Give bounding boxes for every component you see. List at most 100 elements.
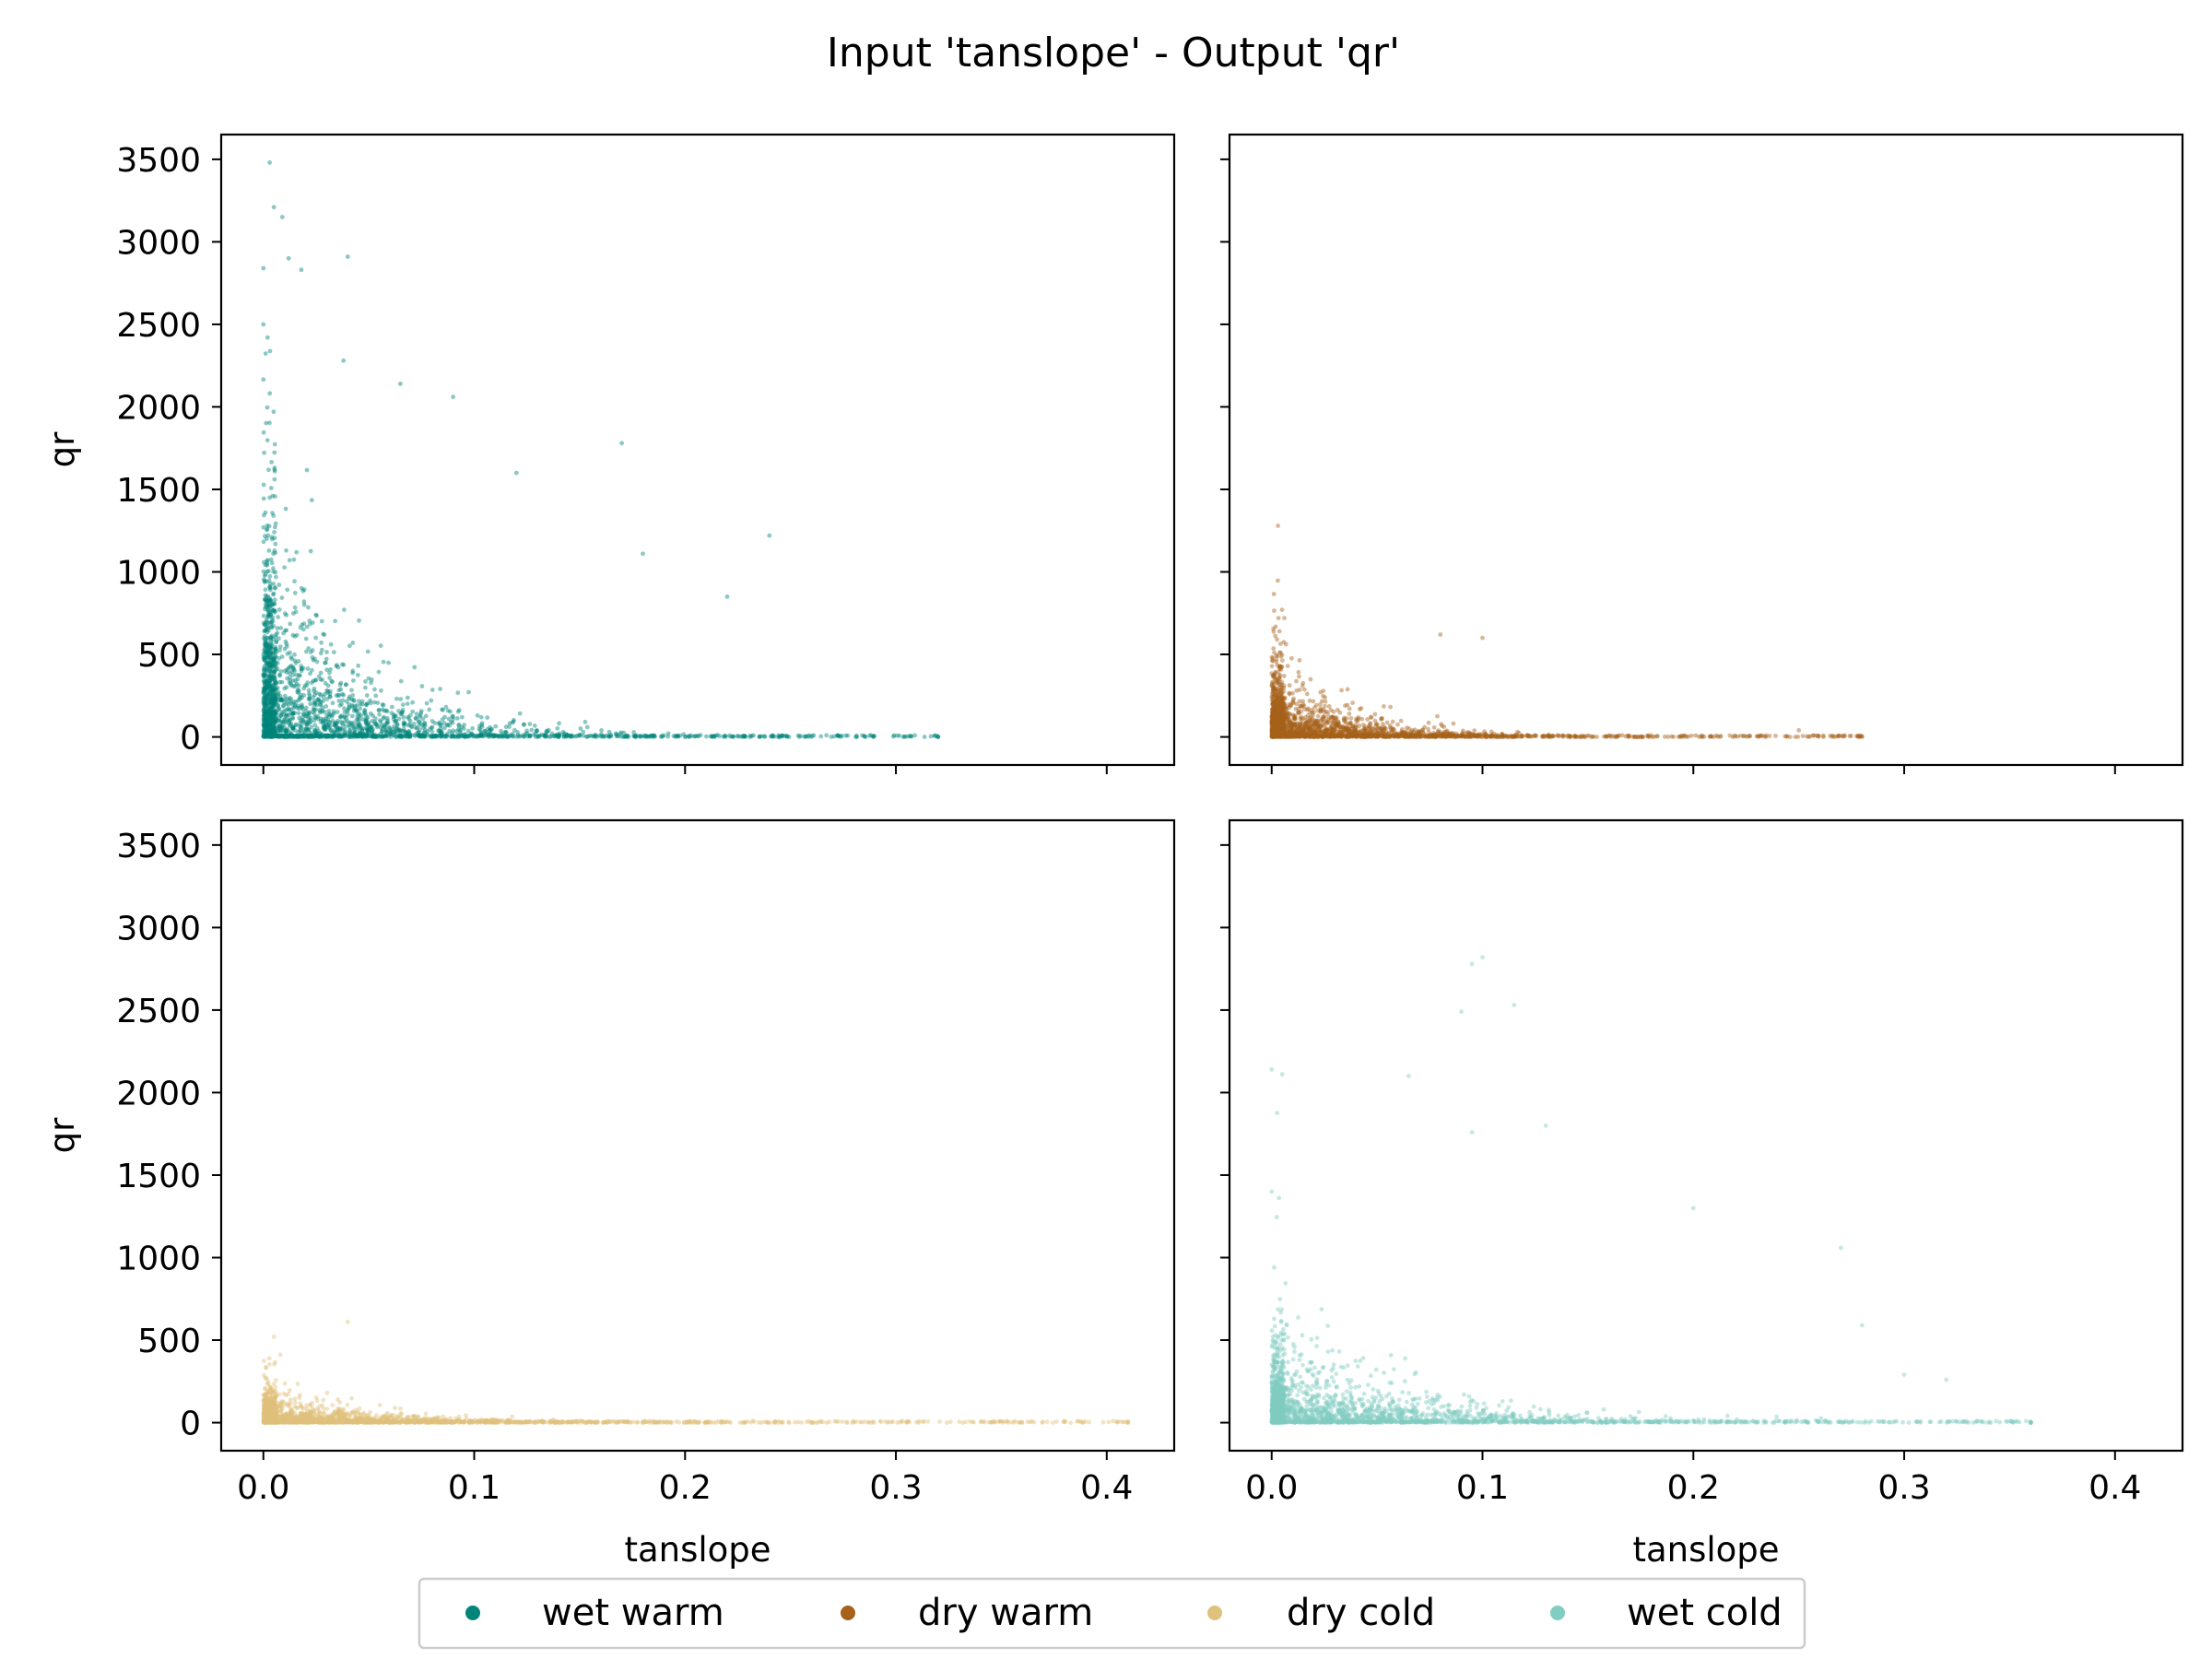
point [770,734,774,739]
point [1388,723,1393,728]
point [267,708,273,713]
point [354,703,359,708]
point [292,734,298,739]
point [309,734,314,739]
point [406,730,411,735]
point [497,734,502,738]
point [624,734,629,739]
point [288,732,293,737]
point [284,712,289,717]
point [365,731,371,736]
point [1279,685,1285,690]
point [398,697,404,701]
point [1343,703,1347,708]
point [414,725,418,730]
point [297,673,301,678]
point [308,548,313,554]
point [271,734,276,739]
point [455,690,461,696]
point [355,733,360,738]
point [485,726,490,732]
point [424,700,429,706]
point [303,734,309,739]
point [542,734,547,738]
point [617,734,621,739]
point [279,215,285,219]
point [1341,728,1346,734]
point [318,677,324,682]
point [665,731,671,736]
point [1270,722,1276,727]
point [386,660,391,665]
point [1300,699,1305,704]
point [287,718,292,724]
point [274,710,279,715]
point [280,698,285,702]
point [285,587,290,593]
point [419,684,425,688]
point [839,735,843,739]
point [1291,713,1297,719]
point [310,498,314,502]
point [349,688,354,693]
point [1402,734,1407,739]
point [386,724,392,730]
point [584,734,590,739]
point [295,689,300,695]
point [370,718,375,724]
point [374,722,379,727]
point [385,721,390,725]
point [418,709,424,713]
point [568,735,572,739]
point [517,734,522,739]
point [421,725,426,731]
point [323,681,328,686]
point [392,728,397,734]
point [272,477,277,482]
point [565,733,571,738]
point [301,721,307,725]
point [1465,730,1470,735]
point [383,733,389,738]
point [1302,687,1307,692]
point [853,735,858,739]
point [279,724,285,729]
point [382,724,388,730]
point [340,723,346,728]
point [262,711,267,716]
point [1276,716,1281,722]
point [277,729,283,735]
point [577,734,582,738]
point [359,734,365,738]
point [277,724,283,729]
point [569,733,573,738]
point [1386,731,1392,736]
point [410,700,415,705]
point [262,734,266,739]
point [308,671,312,677]
point [1328,708,1334,712]
point [301,692,307,698]
point [1300,727,1306,733]
point [284,685,289,690]
point [584,724,590,730]
point [265,665,269,671]
point [267,701,273,706]
point [407,722,412,727]
point [350,641,356,645]
point [1287,683,1292,688]
point [276,728,281,734]
point [337,715,343,720]
point [313,690,319,696]
point [265,685,270,689]
point [349,697,355,702]
point [1269,654,1275,660]
point [262,450,266,455]
point [320,734,325,738]
point [358,701,363,707]
point [730,734,735,739]
point [350,693,356,698]
point [385,734,391,739]
y-tick-label: 2000 [116,389,201,427]
